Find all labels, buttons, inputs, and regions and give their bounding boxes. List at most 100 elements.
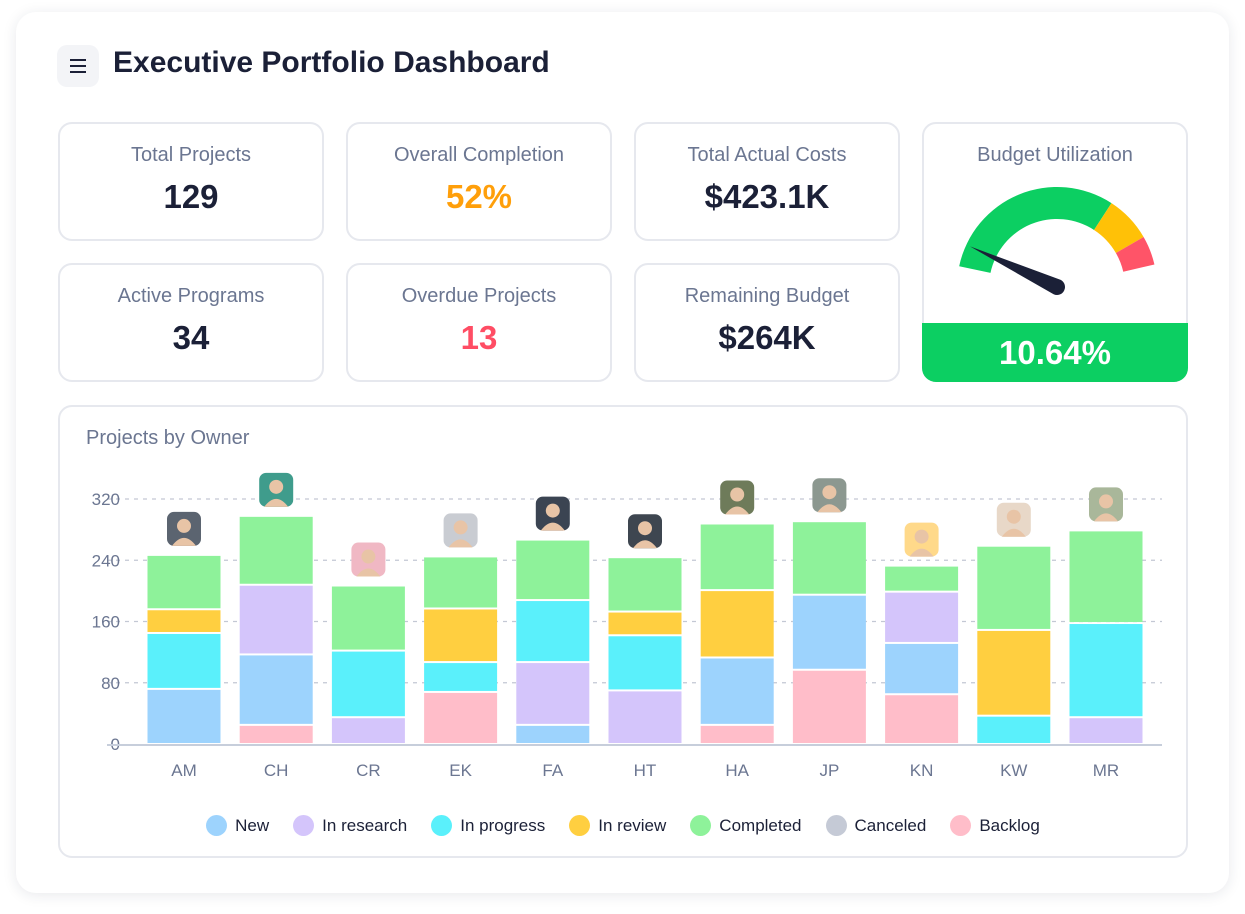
y-tick-label: 240: [92, 551, 120, 570]
bar-segment-in-review[interactable]: [700, 591, 774, 657]
bar-segment-new[interactable]: [516, 725, 590, 743]
bar-segment-new[interactable]: [239, 655, 313, 724]
kpi-label: Remaining Budget: [684, 285, 850, 307]
chart-title: Projects by Owner: [86, 427, 250, 449]
x-tick-label: KW: [1000, 761, 1027, 780]
bar-segment-in-progress[interactable]: [977, 716, 1051, 743]
bar-segment-new[interactable]: [700, 658, 774, 724]
bar-segment-completed[interactable]: [885, 566, 959, 591]
legend-item[interactable]: In review: [569, 815, 666, 836]
legend-swatch: [293, 815, 315, 836]
bar-segment-completed[interactable]: [608, 558, 682, 611]
page-title: Executive Portfolio Dashboard: [113, 46, 550, 79]
legend-item[interactable]: In progress: [431, 815, 545, 836]
kpi-value: 13: [460, 319, 498, 356]
bar-segment-completed[interactable]: [516, 540, 590, 600]
bar-segment-in-research[interactable]: [331, 718, 405, 743]
avatar-body-icon: [725, 506, 750, 515]
legend-item[interactable]: Completed: [690, 815, 802, 836]
y-tick-label: 80: [101, 674, 120, 693]
avatar-body-icon: [172, 537, 196, 546]
gauge-arc-green: [959, 187, 1112, 273]
bar-segment-in-progress[interactable]: [516, 601, 590, 662]
bar-segment-backlog[interactable]: [424, 692, 498, 743]
x-tick-label: MR: [1093, 761, 1119, 780]
bar-segment-in-research[interactable]: [1069, 718, 1143, 743]
legend-label: Completed: [719, 815, 802, 835]
avatar-face-icon: [730, 487, 745, 502]
avatar-body-icon: [817, 504, 842, 513]
legend-swatch: [569, 815, 591, 836]
bar-segment-completed[interactable]: [424, 557, 498, 608]
bar-segment-completed[interactable]: [700, 524, 774, 590]
bar-segment-in-research[interactable]: [885, 592, 959, 642]
kpi-label: Active Programs: [117, 285, 265, 307]
legend-item[interactable]: New: [206, 815, 269, 836]
bar-segment-in-progress[interactable]: [608, 636, 682, 690]
menu-button[interactable]: [57, 45, 99, 87]
bar-segment-in-progress[interactable]: [331, 651, 405, 717]
kpi-remaining-budget: Remaining Budget $264K: [634, 263, 900, 382]
legend-item[interactable]: Backlog: [950, 815, 1040, 836]
x-tick-label: HA: [725, 761, 749, 780]
avatar-face-icon: [822, 485, 837, 500]
avatar-body-icon: [264, 498, 289, 507]
avatar-body-icon: [633, 540, 657, 549]
gauge-label: Budget Utilization: [977, 144, 1133, 166]
x-tick-label: FA: [542, 761, 563, 780]
bar-segment-in-research[interactable]: [608, 691, 682, 743]
x-tick-label: CR: [356, 761, 381, 780]
bar-segment-in-review[interactable]: [608, 612, 682, 635]
bar-segment-completed[interactable]: [147, 555, 221, 609]
bar-segment-new[interactable]: [885, 643, 959, 694]
projects-by-owner-chart: Projects by Owner 080160240320AMCHCREKFA…: [58, 405, 1188, 858]
x-tick-label: EK: [449, 761, 472, 780]
y-tick-label: 160: [92, 613, 120, 632]
bar-segment-new[interactable]: [792, 595, 866, 669]
bar-segment-completed[interactable]: [977, 546, 1051, 629]
bar-segment-in-review[interactable]: [977, 630, 1051, 715]
avatar-body-icon: [909, 548, 934, 557]
x-tick-label: JP: [819, 761, 839, 780]
bar-segment-in-progress[interactable]: [424, 663, 498, 691]
bar-segment-backlog[interactable]: [239, 725, 313, 743]
bar-segment-completed[interactable]: [239, 516, 313, 584]
kpi-total-projects: Total Projects 129: [58, 122, 324, 241]
x-tick-label: HT: [634, 761, 657, 780]
bar-segment-in-progress[interactable]: [1069, 624, 1143, 717]
bar-segment-in-review[interactable]: [147, 610, 221, 632]
bar-segment-in-progress[interactable]: [147, 633, 221, 688]
bar-segment-new[interactable]: [147, 689, 221, 743]
avatar-face-icon: [177, 518, 191, 533]
legend-label: Canceled: [854, 815, 927, 835]
legend-swatch: [431, 815, 453, 836]
kpi-value: $423.1K: [704, 178, 830, 215]
gauge-needle: [969, 246, 1065, 295]
gauge-value: 10.64%: [922, 323, 1188, 382]
gauge-arc-yellow: [1094, 203, 1144, 253]
bar-segment-backlog[interactable]: [700, 725, 774, 743]
legend-item[interactable]: Canceled: [825, 815, 927, 836]
legend-label: In review: [598, 815, 667, 835]
legend-label: Backlog: [979, 815, 1040, 835]
avatar-face-icon: [914, 529, 929, 544]
budget-utilization-card: Budget Utilization 10.64%: [922, 122, 1188, 382]
bar-segment-in-research[interactable]: [239, 585, 313, 654]
kpi-label: Total Projects: [130, 144, 252, 166]
legend-item[interactable]: In research: [293, 815, 407, 836]
avatar-face-icon: [269, 479, 284, 494]
chart-svg: 080160240320AMCHCREKFAHTHAJPKNKWMR: [92, 472, 1162, 780]
bar-segment-backlog[interactable]: [792, 670, 866, 743]
legend-swatch: [690, 815, 712, 836]
bar-segment-backlog[interactable]: [885, 695, 959, 743]
bar-segment-completed[interactable]: [1069, 531, 1143, 623]
legend-swatch: [206, 815, 228, 836]
bar-segment-completed[interactable]: [792, 522, 866, 594]
avatar-body-icon: [1094, 513, 1118, 522]
kpi-active-programs: Active Programs 34: [58, 263, 324, 382]
bar-segment-completed[interactable]: [331, 586, 405, 650]
bar-segment-in-review[interactable]: [424, 609, 498, 662]
x-tick-label: AM: [171, 761, 197, 780]
bar-segment-in-research[interactable]: [516, 663, 590, 724]
avatar-face-icon: [361, 549, 376, 564]
